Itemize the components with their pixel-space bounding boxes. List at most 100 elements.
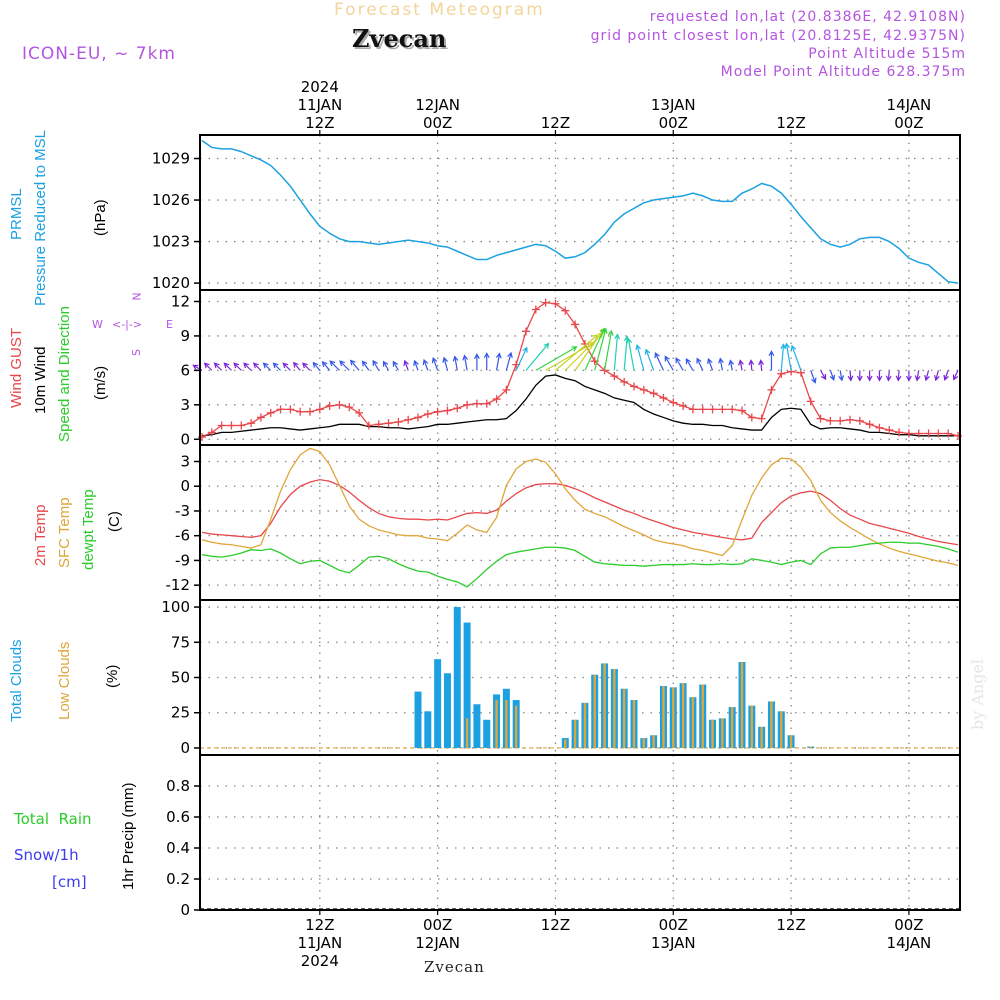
bottom-tick-label: 00Z [894, 916, 923, 934]
wind-arrow-head [442, 356, 448, 363]
wind-arrow-head [507, 351, 513, 358]
gust-marker [875, 423, 884, 432]
wind-arrow [243, 362, 252, 371]
ytick-label-temp: 0 [180, 477, 190, 495]
ytick-label-clouds: 25 [171, 704, 190, 722]
app-title: Forecast Meteogram [334, 0, 545, 20]
bottom-tick-label: 12Z [776, 916, 805, 934]
wind-arrow [849, 370, 852, 381]
low-cloud-bar [603, 663, 606, 748]
top-tick-label: 12Z [776, 114, 805, 132]
ytick-label-precip: 0.4 [166, 839, 190, 857]
wind-arrow [223, 362, 232, 371]
gust-marker [551, 299, 560, 308]
wind-arrow [791, 345, 802, 371]
ytick-label-clouds: 50 [171, 669, 190, 687]
wind-arrow [719, 358, 723, 371]
total-cloud-bar [414, 691, 422, 748]
top-tick-label: 11JAN [297, 96, 342, 114]
wind-arrow [495, 353, 501, 371]
wind-arrow-head [820, 374, 827, 381]
wind-arrow-head [784, 342, 790, 349]
ytick-label-wind: 6 [180, 361, 190, 379]
gust-line [201, 301, 959, 438]
bottom-tick-label: 00Z [659, 916, 688, 934]
wind-arrow [820, 370, 827, 380]
wind-arrow [887, 370, 890, 381]
gust-marker [433, 407, 442, 416]
ytick-label-pressure: 1026 [152, 191, 190, 209]
gust-marker [836, 416, 845, 425]
wind-arrow-head [403, 359, 409, 367]
gridpoint-coords: grid point closest lon,lat (20.8125E, 42… [590, 28, 966, 44]
low-cloud-bar [593, 674, 596, 748]
wind-arrow [925, 370, 930, 381]
total-cloud-bar [434, 659, 442, 748]
wind-arrow [636, 345, 645, 371]
sfc-temp-line [201, 447, 959, 567]
label-cm: [cm] [52, 873, 87, 891]
wind-arrow [535, 346, 577, 371]
wind-arrow-head [302, 362, 308, 369]
label-celsius: (C) [106, 511, 123, 532]
wind-arrow [423, 359, 429, 371]
gust-marker [247, 419, 256, 428]
wind-arrow-head [696, 357, 702, 364]
gust-marker [914, 429, 923, 438]
wind-arrow [645, 349, 655, 371]
gust-marker [669, 398, 678, 407]
wind-arrow [233, 362, 242, 371]
bottom-tick-label: 12Z [305, 916, 334, 934]
wind-arrow-head [601, 327, 608, 334]
gust-marker [708, 405, 717, 414]
label-low-clouds: Low Clouds [56, 641, 73, 720]
ytick-label-precip: 0.8 [166, 777, 190, 795]
gust-marker [679, 401, 688, 410]
wind-arrow-head [473, 353, 480, 360]
gust-marker [355, 408, 364, 417]
gust-marker [895, 428, 904, 437]
gust-marker [747, 413, 756, 422]
gust-marker [806, 397, 815, 406]
gust-marker [924, 429, 933, 438]
wind-arrow [362, 361, 370, 371]
gust-marker [846, 415, 854, 424]
gust-marker [276, 405, 285, 414]
ytick-label-temp: -9 [175, 551, 190, 569]
gust-marker [463, 400, 472, 409]
wind-arrow [463, 355, 468, 371]
wind-arrow-head [321, 360, 328, 367]
gust-marker [757, 414, 766, 423]
wind-arrow-head [571, 346, 578, 352]
label-2m-temp: 2m Temp [32, 504, 49, 566]
wind-arrow-head [203, 362, 210, 369]
wind-arrow-head [282, 362, 289, 369]
gust-marker [826, 416, 835, 425]
wind-arrow-head [866, 375, 873, 382]
wind-arrow-head [768, 350, 775, 357]
wind-arrow-head [838, 375, 845, 382]
wind-arrow [664, 356, 674, 371]
gust-marker [482, 399, 491, 408]
ytick-label-clouds: 75 [171, 633, 190, 651]
model-label: ICON-EU, ~ 7km [22, 44, 176, 64]
wind-arrow [603, 330, 613, 371]
total-cloud-bar [424, 711, 432, 748]
low-cloud-bar [701, 684, 704, 748]
compass-s: S [129, 349, 143, 356]
wind-arrow-head [790, 344, 797, 351]
gust-marker [738, 406, 746, 415]
low-cloud-bar [622, 688, 626, 748]
wind-arrow-head [654, 352, 660, 359]
wind-arrow-head [876, 375, 883, 382]
bottom-tick-label: 12Z [541, 916, 570, 934]
gust-marker [659, 393, 668, 402]
ytick-label-temp: -3 [175, 502, 190, 520]
gust-marker [394, 418, 403, 427]
wind-arrow-head [685, 358, 691, 365]
label-sfc-temp: SFC Temp [56, 497, 73, 568]
low-cloud-bar [691, 697, 695, 748]
label-precip-axis: 1hr Precip (mm) [120, 782, 137, 890]
gust-marker [718, 405, 727, 414]
wind-arrow-head [895, 375, 902, 382]
